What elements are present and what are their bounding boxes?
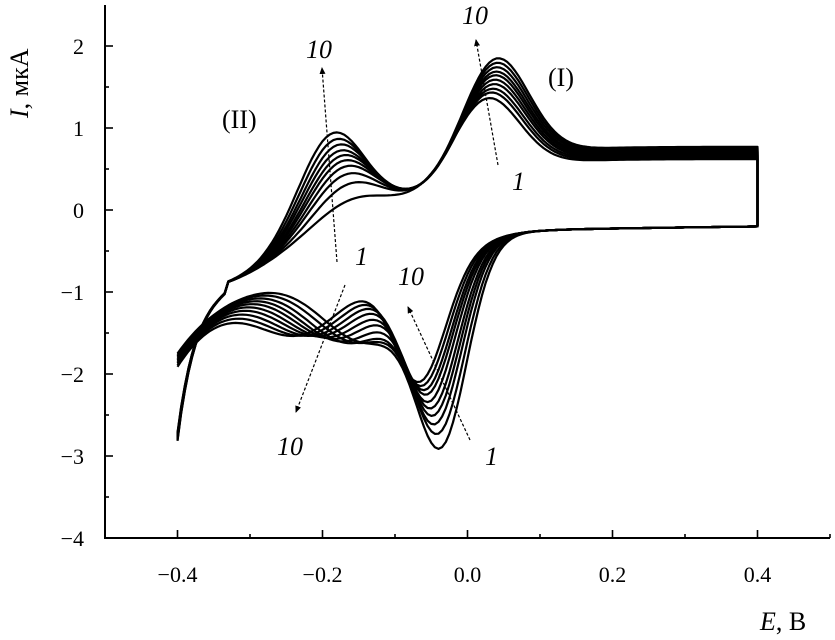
y-tick-label: 1 [73, 116, 84, 141]
anodic-II-label-10: 10 [306, 35, 332, 64]
anodic-I-trend-arrow [474, 39, 499, 166]
cv-curves [176, 57, 759, 450]
x-axis-title: E, В [759, 607, 806, 636]
anodic-II-trend-arrow [319, 67, 338, 263]
y-tick-label: −1 [61, 280, 84, 305]
anodic-I-label-10: 10 [462, 1, 488, 30]
cathodic-I-trend-arrow [407, 306, 471, 441]
y-axis-var: I [5, 108, 34, 119]
y-tick-label: 0 [73, 198, 84, 223]
x-axis-ticks: −0.4 −0.2 0.0 0.2 0.4 [104, 530, 831, 587]
anodic-II-label-1: 1 [355, 242, 368, 271]
y-tick-label: −2 [61, 362, 84, 387]
cathodic-II-label-10: 10 [277, 432, 303, 461]
cathodic-I-label-10: 10 [398, 262, 424, 291]
x-tick-label: 0.0 [454, 562, 482, 587]
x-tick-label: −0.2 [303, 562, 343, 587]
cv-cycle-8 [176, 66, 759, 435]
y-tick-label: −4 [61, 526, 84, 551]
cv-cycle-10 [176, 57, 759, 433]
cv-cycle-9 [176, 61, 759, 434]
peak-I-label: (I) [548, 63, 574, 92]
x-axis-unit: , В [776, 607, 806, 636]
peak-II-label: (II) [222, 105, 257, 134]
y-axis-unit: , мкА [5, 48, 34, 109]
x-tick-label: 0.4 [744, 562, 772, 587]
cv-cycle-2 [176, 91, 759, 441]
x-axis-var: E [759, 607, 776, 636]
y-tick-label: 2 [73, 34, 84, 59]
x-tick-label: −0.4 [158, 562, 198, 587]
y-tick-label: −3 [61, 444, 84, 469]
y-axis-title: I, мкА [5, 48, 34, 119]
cathodic-I-label-1: 1 [485, 442, 498, 471]
anodic-I-label-1: 1 [512, 167, 525, 196]
cathodic-II-trend-arrow [295, 284, 346, 413]
x-tick-label: 0.2 [599, 562, 627, 587]
y-axis-ticks: 2 1 0 −1 −2 −3 −4 [61, 34, 113, 551]
